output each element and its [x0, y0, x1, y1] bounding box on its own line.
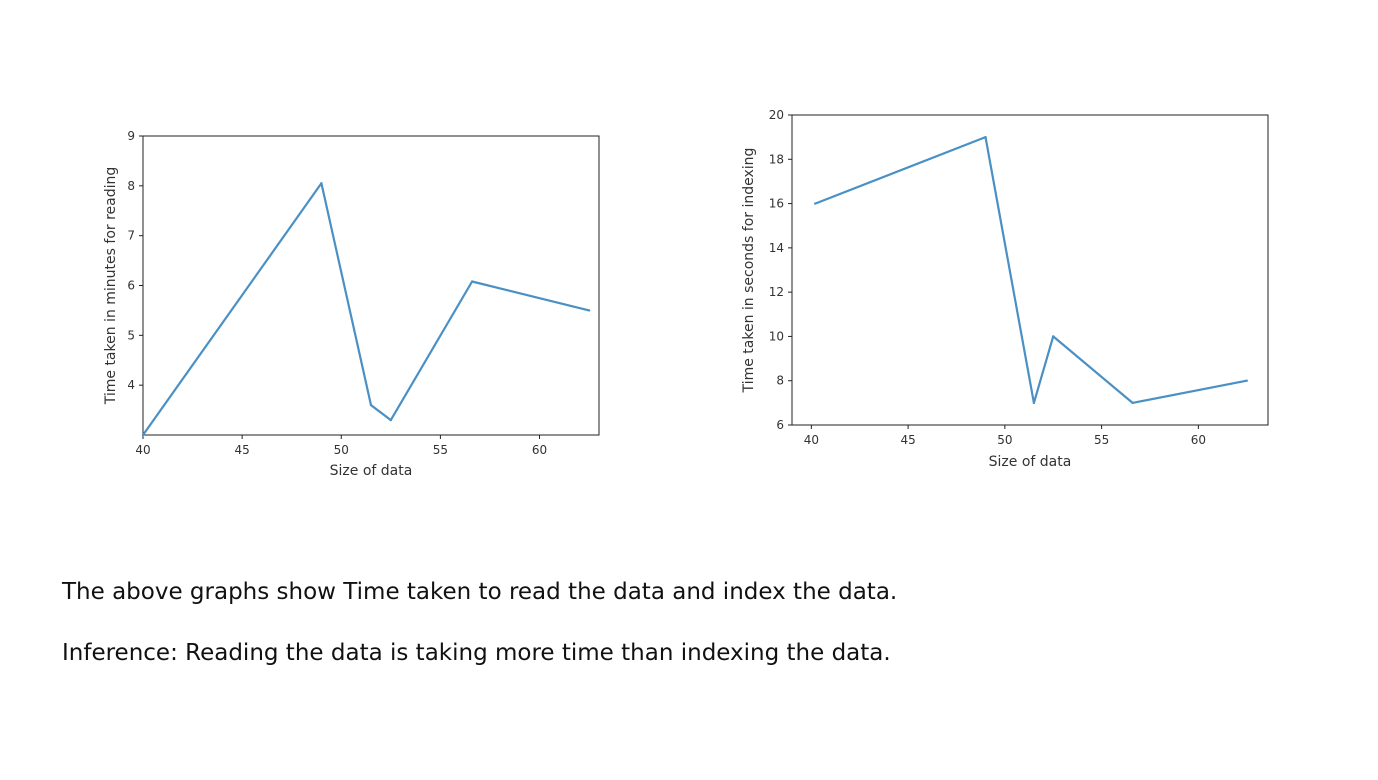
y-tick-label: 6	[127, 279, 135, 293]
data-point	[1245, 379, 1248, 382]
y-tick-label: 7	[127, 229, 135, 243]
x-tick-label: 45	[234, 443, 249, 457]
series-line	[142, 182, 590, 436]
data-point	[984, 135, 987, 139]
x-tick-label: 60	[532, 443, 547, 457]
data-point	[1052, 335, 1055, 338]
y-tick-label: 5	[127, 328, 135, 342]
y-tick-label: 18	[769, 152, 784, 166]
y-tick-label: 8	[127, 179, 135, 193]
x-tick-label: 50	[334, 443, 349, 457]
y-tick-label: 14	[769, 241, 784, 255]
x-tick-label: 55	[433, 443, 448, 457]
data-point	[814, 202, 817, 205]
data-point	[141, 433, 145, 437]
y-tick-label: 12	[769, 285, 784, 299]
y-tick-label: 6	[776, 418, 784, 432]
data-point	[320, 182, 323, 185]
x-axis-label: Size of data	[989, 454, 1072, 470]
x-tick-label: 55	[1094, 433, 1109, 447]
data-point	[587, 309, 591, 312]
x-tick-label: 40	[135, 443, 150, 457]
data-point	[369, 403, 373, 407]
x-tick-label: 45	[900, 433, 915, 447]
caption-graphs-description: The above graphs show Time taken to read…	[62, 579, 898, 605]
caption-inference: Inference: Reading the data is taking mo…	[62, 640, 891, 666]
data-point	[470, 280, 474, 283]
series-line	[814, 136, 1247, 404]
x-tick-label: 40	[804, 433, 819, 447]
plot-frame	[791, 114, 1269, 426]
data-point	[1032, 401, 1036, 405]
y-axis-label: Time taken in minutes for reading	[103, 167, 119, 406]
data-point	[389, 418, 393, 422]
y-axis-label: Time taken in seconds for indexing	[741, 148, 757, 394]
y-tick-label: 20	[769, 108, 784, 122]
y-tick-label: 9	[127, 129, 135, 143]
x-tick-label: 50	[997, 433, 1012, 447]
x-axis-label: Size of data	[330, 463, 413, 479]
y-tick-label: 16	[769, 197, 784, 211]
y-tick-label: 10	[769, 329, 784, 343]
y-tick-label: 4	[127, 378, 135, 392]
x-tick-label: 60	[1191, 433, 1206, 447]
y-tick-label: 8	[776, 374, 784, 388]
data-point	[1131, 401, 1134, 405]
